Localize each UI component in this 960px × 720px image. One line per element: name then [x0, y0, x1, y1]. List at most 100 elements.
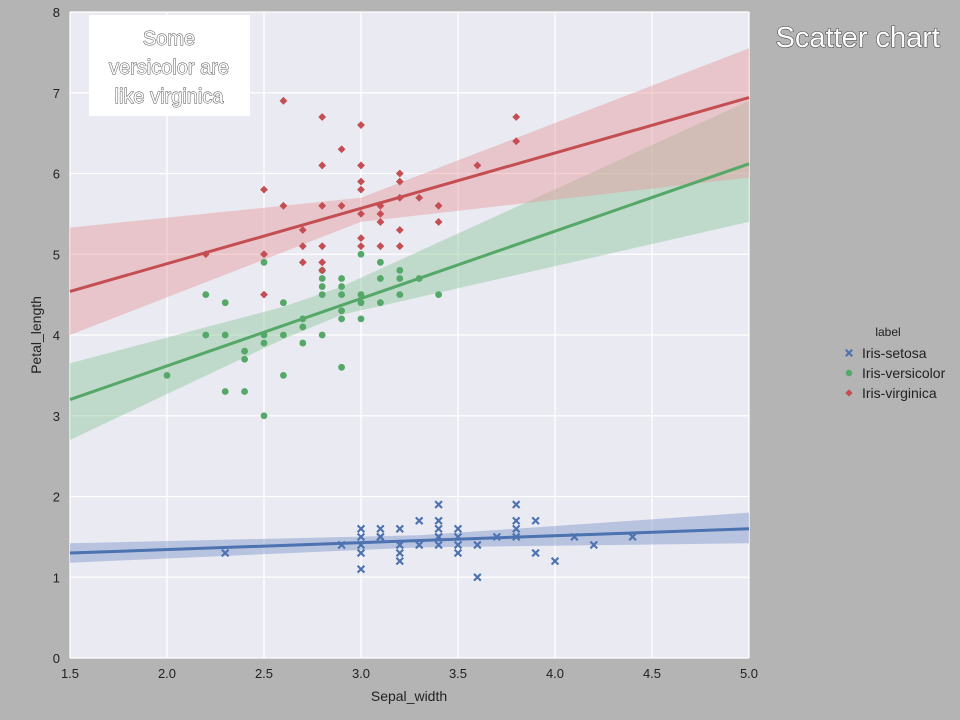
legend-label: Iris-virginica: [862, 385, 937, 401]
x-tick-label: 4.5: [643, 666, 661, 681]
x-tick-labels: 1.5 2.0 2.5 3.0 3.5 4.0 4.5 5.0: [61, 666, 758, 681]
y-tick-label: 0: [53, 651, 60, 666]
data-point: [512, 500, 521, 509]
data-point: [202, 331, 210, 339]
data-point: [241, 347, 249, 355]
annotation-line-2: versicolor are: [109, 57, 229, 79]
data-point: [435, 291, 442, 299]
data-point: [357, 177, 365, 186]
data-point: [395, 524, 404, 533]
data-point: [357, 242, 365, 251]
data-point: [221, 299, 229, 307]
data-point: [163, 371, 171, 379]
data-point: [357, 291, 365, 299]
data-point: [473, 161, 482, 170]
data-point: [531, 548, 540, 558]
data-point: [241, 355, 249, 363]
y-tick-label: 3: [53, 409, 60, 424]
data-point: [338, 315, 345, 323]
data-point: [473, 573, 482, 582]
data-point: [434, 500, 443, 509]
data-point: [280, 299, 287, 307]
data-point: [221, 388, 229, 395]
data-point: [357, 299, 365, 307]
data-point: [395, 242, 404, 251]
annotation-line-1: Some: [143, 28, 195, 50]
data-point: [338, 275, 345, 282]
data-point: [318, 201, 327, 210]
y-tick-labels: 0 1 2 3 4 5 6 7 8: [53, 5, 60, 666]
regression-line-iris-versicolor: [69, 162, 750, 402]
data-point: [338, 291, 345, 299]
y-tick-label: 2: [53, 490, 60, 505]
data-point: [356, 548, 366, 558]
data-point: [434, 516, 443, 525]
data-point: [356, 565, 366, 574]
page-title: Scatter chart: [776, 22, 940, 54]
data-point: [376, 218, 385, 226]
legend-item-iris-versicolor: Iris-versicolor: [845, 365, 946, 381]
y-tick-label: 4: [53, 328, 60, 343]
data-point: [434, 540, 443, 550]
data-point: [434, 201, 443, 210]
data-point: [512, 516, 521, 525]
legend: label Iris-setosa Iris-versicolor Iris-vir…: [845, 325, 946, 401]
confidence-band-iris-versicolor: [70, 100, 749, 441]
data-point: [357, 250, 365, 258]
confidence-band-iris-virginica: [70, 48, 749, 336]
y-tick-label: 5: [53, 247, 60, 262]
legend-item-iris-virginica: Iris-virginica: [845, 385, 937, 401]
data-point: [512, 113, 521, 121]
data-point: [318, 258, 327, 267]
annotation-box: [89, 15, 250, 116]
data-point: [338, 307, 345, 315]
data-point: [221, 331, 229, 339]
data-point: [318, 113, 327, 121]
data-point: [298, 258, 307, 267]
grid-lines: [69, 11, 750, 659]
legend-marker: [845, 389, 853, 397]
data-point: [377, 258, 384, 266]
data-point: [260, 412, 268, 420]
data-point: [298, 242, 307, 251]
data-point: [241, 388, 249, 395]
data-point: [318, 242, 327, 251]
data-point: [376, 242, 385, 251]
data-point: [357, 315, 365, 323]
legend-marker: [845, 369, 853, 377]
confidence-bands: [70, 48, 749, 563]
data-point: [531, 516, 540, 525]
data-point: [377, 299, 384, 307]
data-point: [395, 556, 404, 566]
points-iris-versicolor: [163, 250, 442, 420]
y-axis-label: Petal_length: [28, 296, 44, 374]
data-point: [318, 266, 327, 275]
data-point: [357, 234, 365, 243]
data-point: [395, 169, 404, 178]
legend-item-iris-setosa: Iris-setosa: [845, 345, 927, 361]
data-point: [280, 331, 287, 339]
y-tick-label: 1: [53, 570, 60, 585]
data-point: [357, 121, 365, 129]
data-point: [377, 275, 384, 282]
legend-label: Iris-setosa: [862, 345, 927, 361]
data-point: [338, 363, 345, 371]
data-point: [396, 267, 404, 274]
data-point: [473, 540, 482, 550]
data-point: [396, 291, 404, 299]
points-iris-virginica: [201, 96, 521, 299]
data-point: [376, 524, 385, 533]
data-point: [260, 339, 268, 347]
data-point: [279, 201, 288, 210]
data-point: [260, 185, 268, 194]
data-point: [298, 226, 307, 234]
data-point: [453, 524, 463, 533]
data-point: [260, 290, 268, 299]
legend-title: label: [875, 325, 900, 339]
x-tick-label: 2.5: [255, 666, 273, 681]
data-point: [395, 177, 404, 186]
regression-lines: [69, 96, 750, 555]
data-point: [318, 291, 326, 299]
data-point: [415, 516, 424, 525]
